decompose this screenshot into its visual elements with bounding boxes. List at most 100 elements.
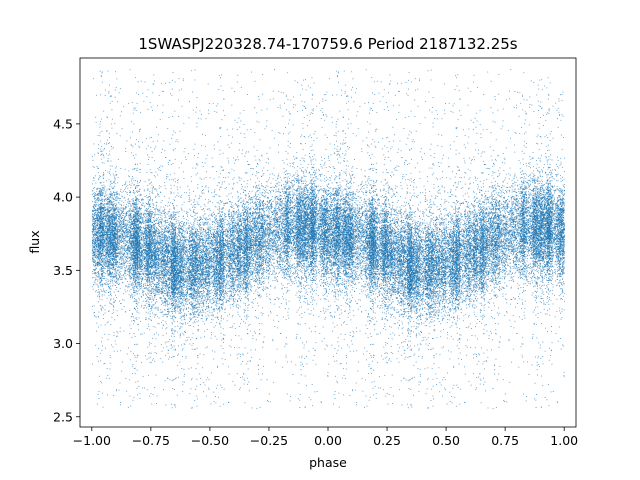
- data-point: [224, 181, 225, 182]
- data-point: [245, 305, 246, 306]
- data-point: [186, 159, 187, 160]
- data-point: [445, 311, 446, 312]
- data-point: [519, 116, 520, 117]
- data-point: [164, 230, 165, 231]
- data-point: [384, 89, 385, 90]
- data-point: [132, 169, 133, 170]
- data-point: [544, 261, 545, 262]
- data-point: [106, 282, 107, 283]
- data-point: [210, 201, 211, 202]
- data-point: [439, 301, 440, 302]
- data-point: [486, 263, 487, 264]
- data-point: [353, 174, 354, 175]
- data-point: [122, 128, 123, 129]
- data-point: [171, 243, 172, 244]
- data-point: [181, 323, 182, 324]
- data-point: [203, 301, 204, 302]
- data-point: [361, 256, 362, 257]
- data-point: [372, 344, 373, 345]
- data-point: [219, 240, 220, 241]
- data-point: [183, 236, 184, 237]
- data-point: [308, 351, 309, 352]
- data-point: [537, 271, 538, 272]
- data-point: [558, 174, 559, 175]
- data-point: [332, 95, 333, 96]
- data-point: [469, 274, 470, 275]
- data-point: [476, 281, 477, 282]
- data-point: [552, 202, 553, 203]
- data-point: [434, 296, 435, 297]
- data-point: [313, 178, 314, 179]
- data-point: [530, 222, 531, 223]
- data-point: [119, 244, 120, 245]
- data-point: [178, 213, 179, 214]
- data-point: [480, 303, 481, 304]
- data-point: [289, 173, 290, 174]
- data-point: [192, 92, 193, 93]
- data-point: [223, 334, 224, 335]
- data-point: [475, 218, 476, 219]
- data-point: [217, 385, 218, 386]
- data-point: [98, 316, 99, 317]
- data-point: [304, 273, 305, 274]
- data-point: [408, 380, 409, 381]
- data-point: [562, 292, 563, 293]
- data-point: [275, 280, 276, 281]
- data-point: [238, 282, 239, 283]
- data-point: [296, 337, 297, 338]
- data-point: [452, 282, 453, 283]
- data-point: [468, 214, 469, 215]
- data-point: [471, 239, 472, 240]
- data-point: [540, 160, 541, 161]
- data-point: [324, 181, 325, 182]
- data-point: [172, 347, 173, 348]
- data-point: [282, 116, 283, 117]
- data-point: [112, 166, 113, 167]
- data-point: [422, 340, 423, 341]
- data-point: [341, 363, 342, 364]
- data-point: [502, 225, 503, 226]
- data-point: [443, 263, 444, 264]
- data-point: [430, 326, 431, 327]
- data-point: [549, 249, 550, 250]
- data-point: [319, 273, 320, 274]
- data-point: [384, 208, 385, 209]
- data-point: [480, 384, 481, 385]
- data-point: [202, 318, 203, 319]
- data-point: [472, 212, 473, 213]
- data-point: [196, 249, 197, 250]
- data-point: [96, 95, 97, 96]
- data-point: [365, 275, 366, 276]
- data-point: [363, 226, 364, 227]
- data-point: [322, 341, 323, 342]
- data-point: [522, 236, 523, 237]
- data-point: [324, 120, 325, 121]
- data-point: [276, 205, 277, 206]
- data-point: [375, 182, 376, 183]
- data-point: [198, 296, 199, 297]
- data-point: [118, 198, 119, 199]
- data-point: [149, 210, 150, 211]
- data-point: [172, 380, 173, 381]
- data-point: [103, 193, 104, 194]
- data-point: [184, 319, 185, 320]
- data-point: [375, 259, 376, 260]
- data-point: [236, 252, 237, 253]
- data-point: [141, 262, 142, 263]
- data-point: [468, 327, 469, 328]
- data-point: [305, 169, 306, 170]
- data-point: [410, 321, 411, 322]
- data-point: [159, 167, 160, 168]
- data-point: [340, 276, 341, 277]
- data-point: [505, 274, 506, 275]
- data-point: [311, 162, 312, 163]
- data-point: [189, 201, 190, 202]
- data-point: [330, 180, 331, 181]
- data-point: [275, 287, 276, 288]
- data-point: [527, 100, 528, 101]
- data-point: [505, 298, 506, 299]
- data-point: [170, 297, 171, 298]
- data-point: [177, 279, 178, 280]
- data-point: [223, 303, 224, 304]
- data-point: [334, 361, 335, 362]
